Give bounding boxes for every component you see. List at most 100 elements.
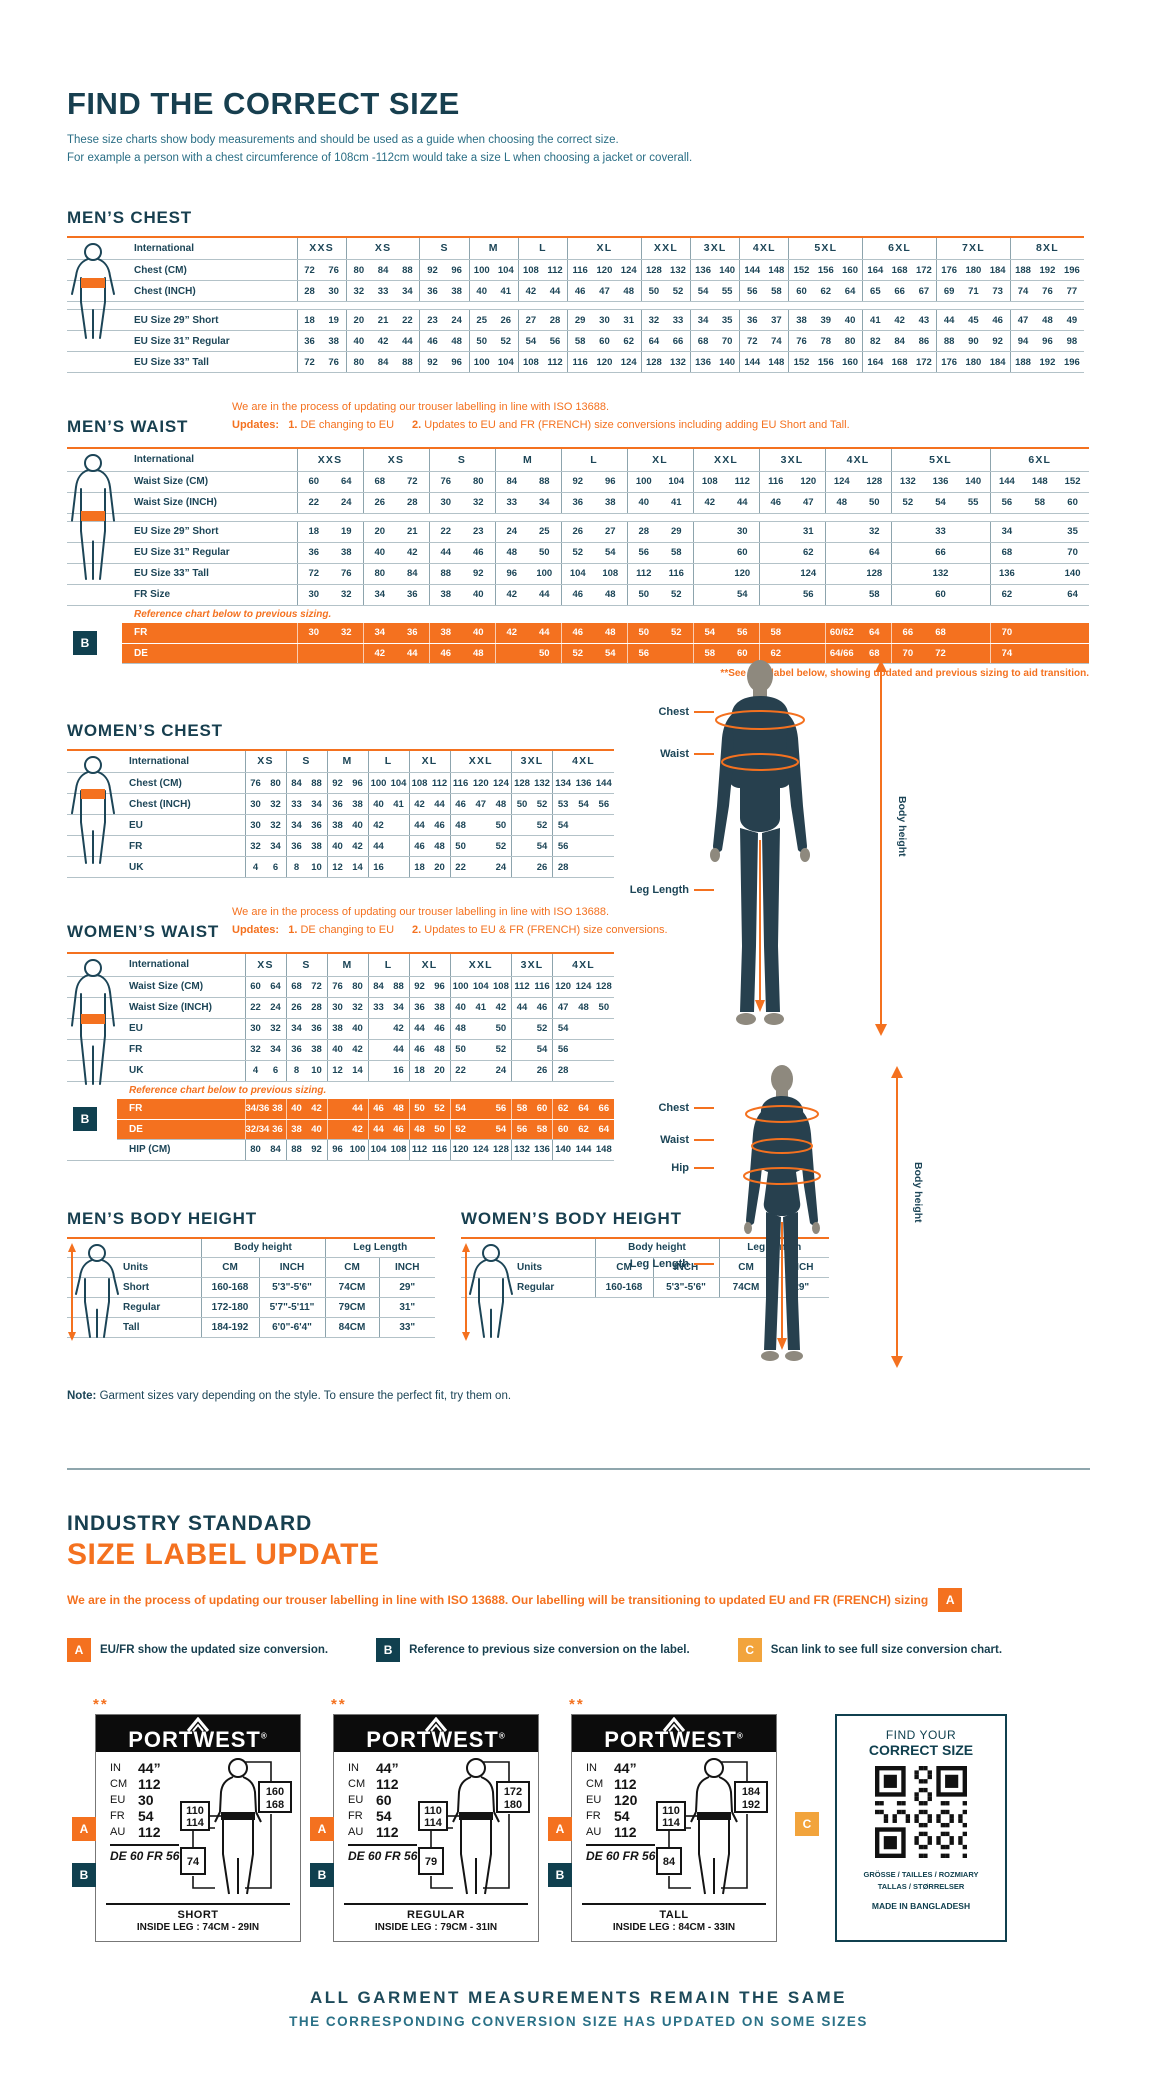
unit-label: AU bbox=[586, 1826, 602, 1839]
size-value: 70 bbox=[1001, 627, 1013, 639]
transition-stars: ** bbox=[331, 1696, 347, 1714]
size-value: 46 bbox=[440, 647, 452, 659]
grp: 56 bbox=[552, 835, 614, 858]
size-value: 23 bbox=[427, 314, 438, 326]
unit-label: CM bbox=[348, 1778, 366, 1791]
grp: 62 64 66 bbox=[552, 1099, 614, 1120]
grp: 46 48 bbox=[560, 623, 627, 644]
size-value: 120 bbox=[472, 777, 489, 789]
size-value: 92 bbox=[414, 981, 425, 993]
size-value: 176 bbox=[941, 264, 958, 276]
mens-body-height-block: MEN’S BODY HEIGHT Body height Leg Length U… bbox=[67, 1209, 435, 1341]
size-value: 48 bbox=[836, 497, 848, 509]
size-label-card-regular: A B PORTWEST® IN 44” CM 112 EU 60 FR 54 AU 112 DE… bbox=[310, 1714, 539, 1943]
size-value: 148 bbox=[768, 264, 785, 276]
size-value: 40 bbox=[374, 547, 386, 559]
size-value: 22 bbox=[308, 497, 320, 509]
measure-row: EU 30 bbox=[110, 1792, 179, 1808]
grp: 92 96 bbox=[408, 976, 450, 998]
size-value: 116 bbox=[431, 1144, 448, 1156]
size-value: 58 bbox=[516, 1103, 528, 1115]
grp: 54 bbox=[552, 1018, 614, 1040]
grp: 144 148 bbox=[739, 259, 789, 282]
size-value: 38 bbox=[328, 335, 339, 347]
grp: 34 35 bbox=[690, 309, 740, 332]
size-value: 72 bbox=[746, 335, 758, 347]
size-value: 144 bbox=[744, 356, 761, 368]
grp: 46 48 bbox=[419, 330, 470, 353]
grp: 46 47 48 bbox=[567, 280, 642, 303]
grp-h: 3XL bbox=[690, 236, 740, 261]
size-value: 124 bbox=[575, 981, 592, 993]
portwest-logo: PORTWEST® bbox=[96, 1715, 300, 1753]
size-value: 34 bbox=[697, 314, 709, 326]
size-value: 48 bbox=[434, 1044, 445, 1056]
grp: 40 41 bbox=[626, 492, 693, 514]
figure-label-waist: Waist bbox=[618, 748, 714, 760]
size-value: 136 bbox=[575, 777, 592, 789]
size-value: 12 bbox=[332, 1065, 343, 1077]
size-value: 40 bbox=[373, 798, 384, 810]
size-value: 54 bbox=[578, 798, 589, 810]
grp: 132 bbox=[890, 563, 990, 585]
lbl: Chest (INCH) bbox=[117, 793, 245, 816]
lbl: International bbox=[117, 749, 245, 774]
size-value: 52 bbox=[434, 1103, 445, 1115]
bh-val: 79CM bbox=[324, 1297, 379, 1319]
size-value: 124 bbox=[620, 356, 637, 368]
grp: 26 27 bbox=[560, 521, 627, 543]
grp: 65 66 67 bbox=[862, 280, 937, 303]
size-value: 38 bbox=[340, 547, 352, 559]
size-value: 58 bbox=[1034, 497, 1046, 509]
size-value: 36 bbox=[414, 1002, 425, 1014]
size-label-card-tall: A B PORTWEST® IN 44” CM 112 EU 120 FR 54 AU 112 D… bbox=[548, 1714, 777, 1943]
size-value: 30 bbox=[440, 497, 452, 509]
size-value: 47 bbox=[599, 285, 610, 297]
female-outline-icon bbox=[67, 755, 121, 872]
unit-value: 30 bbox=[138, 1792, 154, 1809]
grp: 52 54 bbox=[449, 1119, 512, 1140]
grp: 92 96 bbox=[419, 259, 470, 282]
bh-sub: INCH bbox=[258, 1257, 325, 1279]
card-footer: REGULAR INSIDE LEG : 79CM - 31IN bbox=[344, 1903, 528, 1933]
iso-updates-line: Updates: 1. DE changing to EU 2. Updates … bbox=[232, 417, 1090, 435]
size-value: 54 bbox=[536, 1044, 548, 1056]
size-value: 33 bbox=[672, 314, 684, 326]
size-value: 54 bbox=[557, 819, 569, 831]
unit-label: FR bbox=[348, 1810, 363, 1823]
size-value: 46 bbox=[414, 1044, 425, 1056]
qr-code[interactable] bbox=[875, 1766, 967, 1863]
size-value: 32 bbox=[250, 840, 261, 852]
size-value: 48 bbox=[455, 1023, 466, 1035]
grp: 30 32 bbox=[244, 793, 286, 816]
bh-val: 160-168 bbox=[200, 1277, 259, 1299]
grp: 116 120 124 bbox=[449, 772, 512, 795]
size-value: 140 bbox=[965, 476, 982, 488]
grp: 72 76 bbox=[296, 563, 363, 585]
size-value: 48 bbox=[451, 335, 462, 347]
size-value: 38 bbox=[451, 285, 462, 297]
svg-text:110: 110 bbox=[187, 1805, 205, 1817]
update2-num: 2. bbox=[412, 923, 422, 936]
size-value: 38 bbox=[352, 798, 363, 810]
grp: 104 108 bbox=[560, 563, 627, 585]
grp: 44 46 bbox=[408, 1018, 450, 1040]
measure-row: CM 112 bbox=[110, 1776, 179, 1792]
size-value: 84 bbox=[506, 476, 518, 488]
size-value: 84 bbox=[270, 1144, 281, 1156]
grp: 68 72 bbox=[285, 976, 327, 998]
lbl: FR Size bbox=[122, 584, 297, 606]
label-text: Hip bbox=[671, 1162, 689, 1174]
size-value: 29 bbox=[670, 526, 682, 538]
update1-text: DE changing to EU bbox=[300, 923, 395, 936]
size-value: 80 bbox=[472, 476, 484, 488]
grp: 52 54 55 bbox=[890, 492, 990, 514]
unit-value: 60 bbox=[376, 1792, 392, 1809]
footer-line-1: ALL GARMENT MEASUREMENTS REMAIN THE SAME bbox=[310, 1988, 847, 2008]
size-value: 6 bbox=[272, 861, 279, 873]
size-value: 30 bbox=[250, 798, 261, 810]
grp: 30 32 bbox=[296, 623, 363, 644]
size-value: 108 bbox=[701, 476, 718, 488]
grp: 32 bbox=[824, 521, 891, 543]
size-value: 192 bbox=[1039, 356, 1056, 368]
